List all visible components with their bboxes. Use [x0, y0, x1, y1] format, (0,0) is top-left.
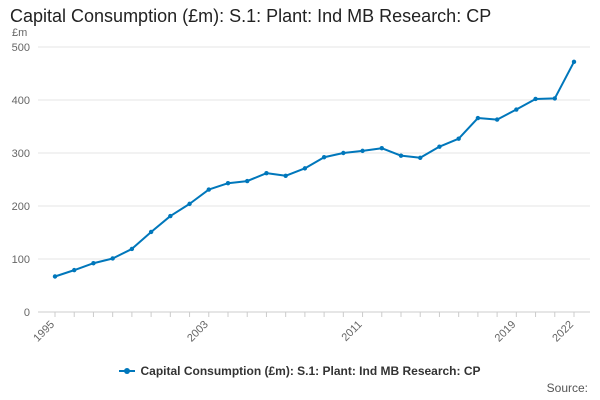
legend-label: Capital Consumption (£m): S.1: Plant: In…	[140, 364, 481, 378]
data-point	[533, 96, 538, 102]
x-tick-label: 2019	[493, 319, 519, 345]
data-point	[245, 178, 250, 184]
data-point	[148, 229, 154, 235]
data-point	[168, 213, 173, 219]
data-point	[571, 59, 577, 65]
y-tick-label: 400	[12, 95, 30, 107]
y-tick-label: 0	[24, 307, 30, 319]
data-point	[72, 267, 77, 273]
series-layer	[52, 59, 577, 279]
data-point	[475, 115, 481, 121]
data-point	[552, 96, 557, 101]
data-point	[129, 246, 135, 252]
axis-layer: 0 100 200 300 400 500 £m 1995 2003 2011 2019 2022	[12, 27, 576, 344]
y-tick-label: 300	[12, 148, 30, 160]
data-point	[302, 166, 308, 171]
y-tick-label: 100	[12, 254, 30, 266]
data-point	[398, 153, 404, 158]
data-point	[456, 136, 461, 141]
series-line	[54, 61, 575, 278]
data-point	[379, 146, 384, 151]
data-point	[187, 201, 192, 207]
grid-layer	[38, 46, 590, 313]
data-point	[437, 144, 442, 149]
data-point	[52, 274, 58, 279]
legend: Capital Consumption (£m): S.1: Plant: In…	[0, 364, 600, 378]
source-label: Source:	[546, 381, 588, 395]
data-point	[264, 170, 269, 176]
y-tick-label: 500	[12, 42, 30, 54]
data-point	[91, 261, 96, 266]
y-tick-label: 200	[12, 201, 30, 213]
data-point	[418, 155, 423, 160]
data-point	[341, 150, 346, 156]
data-point	[494, 117, 500, 122]
data-point	[206, 187, 211, 192]
x-tick-label: 2022	[550, 319, 576, 345]
chart-title: Capital Consumption (£m): S.1: Plant: In…	[10, 6, 492, 26]
x-tick-label: 2003	[185, 319, 211, 345]
legend-swatch	[119, 367, 136, 374]
y-axis-label: £m	[12, 27, 27, 39]
data-point	[225, 181, 231, 186]
data-point	[514, 107, 519, 112]
data-point	[110, 256, 115, 261]
data-point	[321, 155, 327, 160]
x-tick-label: 1995	[31, 319, 57, 345]
x-tick-label: 2011	[339, 319, 364, 344]
data-point	[283, 173, 288, 178]
data-point	[360, 148, 365, 154]
